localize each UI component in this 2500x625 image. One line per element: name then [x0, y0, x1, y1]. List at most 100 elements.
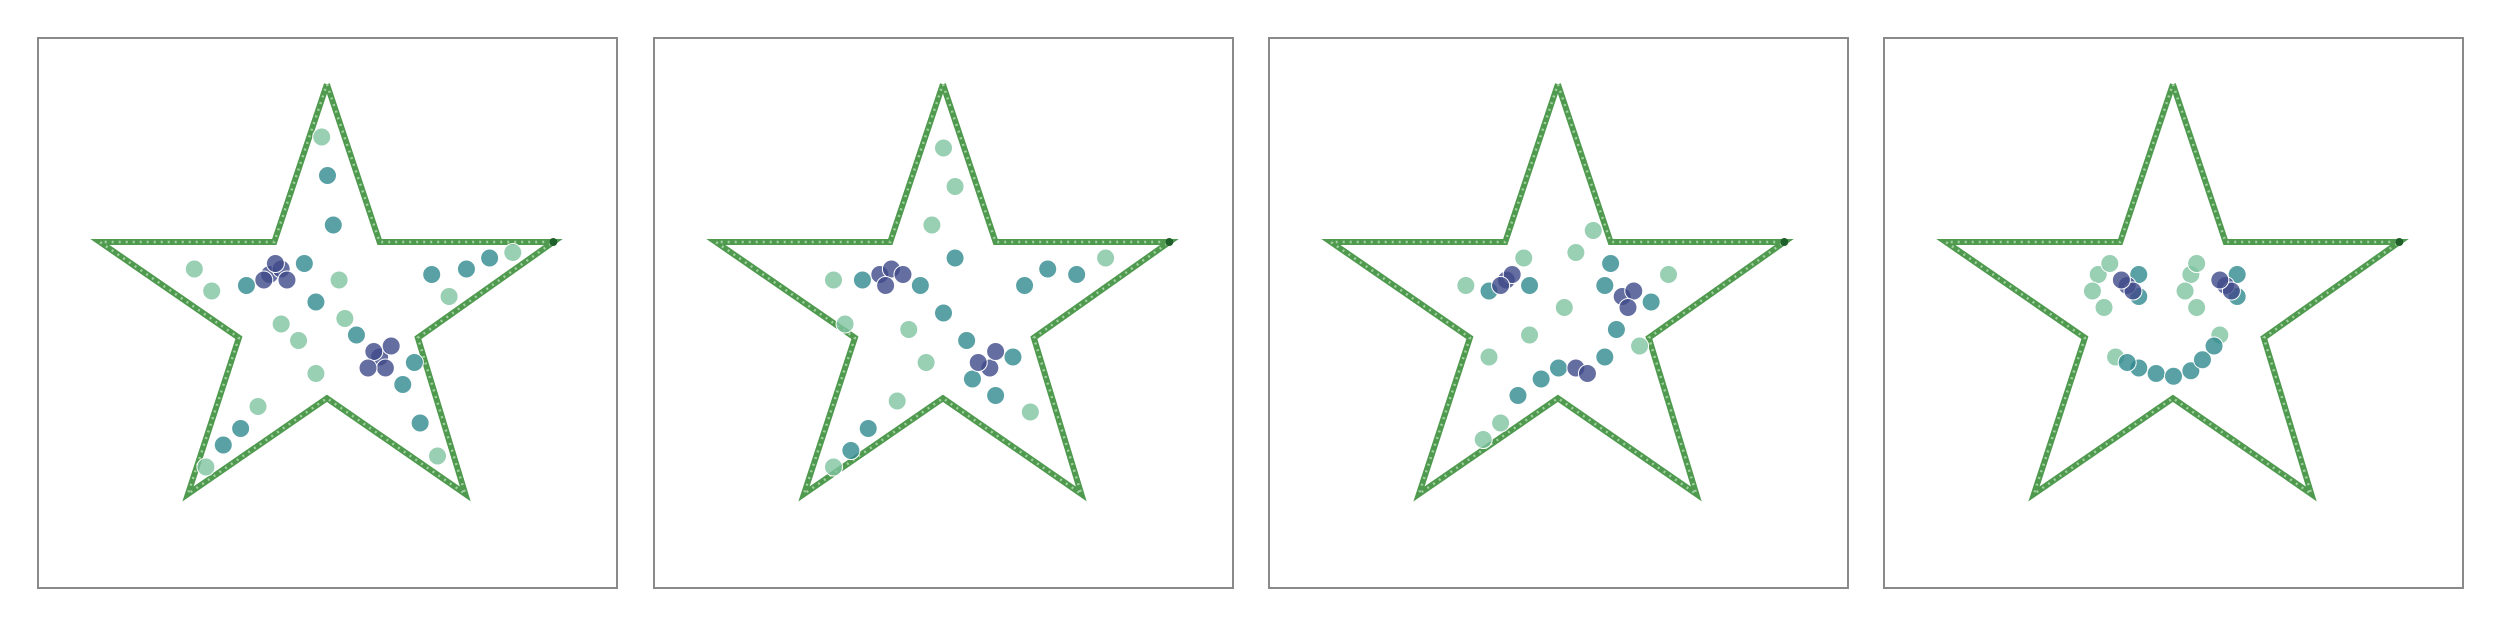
point — [1641, 292, 1661, 312]
point — [876, 276, 896, 295]
point — [422, 265, 442, 284]
point — [184, 259, 204, 279]
point — [835, 314, 855, 334]
star-tip-dot — [549, 238, 558, 247]
star-outline — [706, 83, 1179, 502]
point — [986, 386, 1006, 405]
star-tip-dot — [1165, 238, 1174, 247]
point — [893, 265, 913, 284]
star-outline — [1321, 83, 1794, 502]
point — [2082, 281, 2102, 301]
point — [852, 270, 872, 290]
point — [358, 358, 378, 378]
point — [364, 342, 384, 361]
point — [2175, 281, 2195, 301]
point — [1531, 369, 1551, 389]
star-outline — [90, 83, 563, 502]
point — [289, 331, 309, 350]
point — [1549, 358, 1568, 378]
star-tip-dot — [1780, 238, 1789, 247]
point — [2164, 366, 2183, 386]
point — [2100, 254, 2120, 273]
point — [1606, 320, 1626, 339]
point — [329, 270, 349, 290]
point — [404, 353, 424, 372]
point — [1514, 248, 1534, 268]
point — [456, 259, 476, 279]
panel — [1883, 37, 2464, 589]
point — [2117, 353, 2137, 372]
point — [1015, 276, 1035, 295]
point — [1520, 325, 1540, 345]
point — [1659, 265, 1679, 284]
point — [823, 457, 843, 477]
point — [1595, 347, 1615, 367]
point — [968, 353, 988, 372]
point — [823, 270, 843, 290]
point — [439, 287, 459, 306]
point — [1096, 248, 1116, 268]
point — [858, 419, 878, 438]
point — [957, 331, 977, 350]
point — [1624, 281, 1644, 301]
point — [323, 215, 343, 235]
point — [1566, 243, 1586, 262]
star-tip-dot — [2395, 238, 2404, 247]
point — [312, 127, 332, 147]
point — [887, 391, 907, 411]
point — [1630, 336, 1650, 356]
point — [1003, 347, 1023, 367]
point — [934, 303, 953, 323]
point — [393, 375, 413, 394]
point — [1491, 413, 1511, 433]
point — [271, 314, 291, 334]
point — [306, 364, 326, 383]
panel — [653, 37, 1234, 589]
point — [410, 413, 430, 433]
point — [2146, 364, 2166, 383]
point — [2221, 281, 2241, 301]
point — [236, 276, 256, 295]
point — [2123, 281, 2143, 301]
point — [899, 320, 919, 339]
point — [1577, 364, 1597, 383]
point — [318, 166, 337, 185]
point — [428, 446, 448, 466]
point — [202, 281, 222, 301]
point — [1456, 276, 1476, 295]
point — [1595, 276, 1615, 295]
point — [1038, 259, 1058, 279]
point — [1554, 298, 1574, 317]
point — [2204, 336, 2224, 356]
star-outline — [1936, 83, 2409, 502]
point — [2094, 298, 2114, 317]
point — [265, 254, 285, 273]
point — [841, 441, 861, 460]
point — [916, 353, 936, 372]
point — [2192, 350, 2212, 370]
point — [2187, 298, 2207, 317]
panel — [37, 37, 618, 589]
point — [1067, 265, 1087, 284]
point — [934, 138, 953, 158]
panel-frame — [1883, 37, 2464, 589]
point — [213, 435, 233, 455]
point — [986, 342, 1006, 361]
point — [1479, 347, 1499, 367]
point — [2187, 254, 2207, 273]
point — [922, 215, 942, 235]
point — [480, 248, 500, 268]
point — [962, 369, 982, 389]
point — [1618, 298, 1638, 317]
point — [910, 276, 930, 295]
point — [503, 243, 523, 262]
point — [248, 397, 268, 416]
point — [2111, 270, 2131, 290]
point — [346, 325, 366, 345]
point — [2181, 361, 2201, 381]
point — [945, 177, 965, 196]
point — [1601, 254, 1621, 273]
point — [306, 292, 326, 312]
